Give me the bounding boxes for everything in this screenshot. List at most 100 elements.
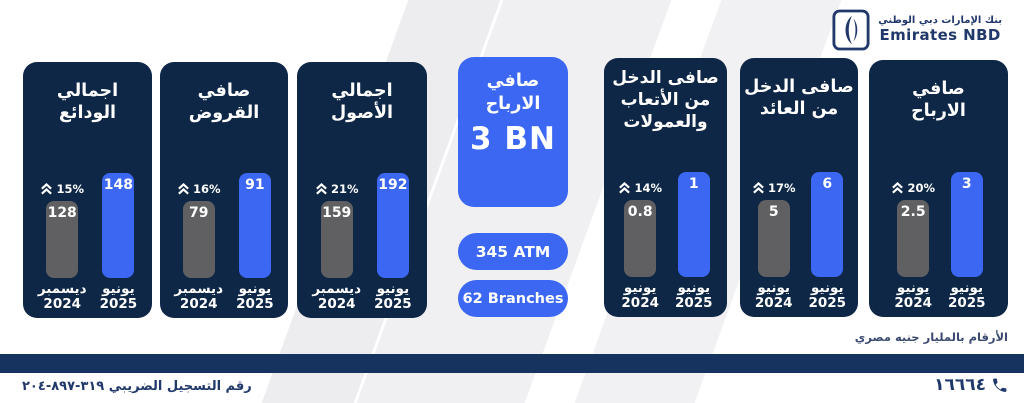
growth-indicator: 17% (752, 181, 796, 195)
double-chevron-up-icon (41, 183, 53, 195)
growth-percent: 17% (767, 181, 796, 195)
branches-count-label: 62 Branches (462, 290, 564, 307)
bar-previous-value: 0.8 (627, 204, 653, 220)
current-period-column: 148 يونيو 2025 (99, 173, 138, 313)
bar-current-value: 148 (103, 177, 133, 193)
bar-previous-value: 2.5 (900, 204, 926, 220)
bar-current: 6 (811, 172, 844, 277)
bar-chart: 20% 2.5 يونيو 2024 3 يونيو 2025 (869, 172, 1008, 311)
current-period-column: 192 يونيو 2025 (374, 173, 412, 312)
footer-divider-bar (0, 354, 1024, 373)
phone-icon (993, 378, 1007, 392)
bar-previous-label: يونيو 2024 (621, 280, 659, 312)
hotline-number: ١٦٦٦٤ (934, 375, 986, 395)
double-chevron-up-icon (619, 182, 631, 194)
previous-period-column: 14% 0.8 يونيو 2024 (618, 181, 662, 311)
bar-current-label: يونيو 2025 (947, 280, 986, 312)
bar-chart: 16% 79 ديسمبر 2024 91 يونيو 2025 (160, 173, 288, 312)
logo-arabic-name: بنك الإمارات دبي الوطني (878, 15, 1002, 27)
growth-indicator: 21% (315, 182, 359, 196)
branches-count-badge: 62 Branches (458, 280, 568, 317)
bar-chart: 21% 159 ديسمبر 2024 192 يونيو 2025 (297, 173, 427, 312)
emirates-nbd-sail-icon (832, 9, 870, 51)
bar-current-label: يونيو 2025 (808, 280, 847, 312)
growth-indicator: 20% (891, 181, 935, 195)
previous-period-column: 16% 79 ديسمبر 2024 (174, 182, 223, 312)
bar-previous-label: يونيو 2024 (894, 280, 932, 312)
bar-current-value: 3 (961, 176, 972, 192)
bar-current: 1 (677, 172, 710, 277)
card-title: صافى الدخل من الأتعاب والعمولات (612, 68, 719, 132)
card-title: صافي القروض (188, 81, 260, 124)
growth-percent: 16% (192, 182, 221, 196)
current-period-column: 1 يونيو 2025 (675, 172, 713, 311)
current-period-column: 3 يونيو 2025 (948, 172, 986, 311)
card-title: صافى الدخل من العائد (744, 77, 854, 120)
bar-current: 148 (102, 173, 135, 278)
metric-card-total-deposits: اجمالي الودائع 15% 128 ديسمبر 2024 148 (23, 62, 152, 318)
bar-current: 91 (238, 173, 271, 278)
double-chevron-up-icon (316, 183, 327, 195)
previous-period-column: 15% 128 ديسمبر 2024 (38, 182, 87, 312)
bar-current-label: يونيو 2025 (236, 281, 274, 313)
bar-previous-value: 79 (188, 205, 209, 221)
double-chevron-up-icon (753, 182, 764, 194)
bar-current-label: يونيو 2025 (674, 280, 713, 312)
logo-text: بنك الإمارات دبي الوطني Emirates NBD (878, 15, 1002, 44)
bar-current-value: 6 (822, 176, 833, 192)
tax-registration-number: رقم التسجيل الضريبي ٣١٩-٨٩٧-٢٠٤ (22, 379, 252, 394)
net-profit-value: 3 BN (470, 120, 556, 157)
bar-previous-label: ديسمبر 2024 (174, 281, 224, 313)
bar-current-value: 1 (688, 176, 699, 192)
growth-indicator: 14% (618, 181, 662, 195)
double-chevron-up-icon (178, 183, 189, 195)
card-title: اجمالي الأصول (330, 81, 394, 124)
bar-previous: 2.5 (897, 200, 930, 277)
metric-card-net-profit: صافي الارباح 20% 2.5 يونيو 2024 3 (869, 60, 1008, 317)
bar-chart: 14% 0.8 يونيو 2024 1 يونيو 2025 (604, 172, 727, 311)
bar-current: 192 (376, 173, 409, 278)
bar-previous: 79 (182, 201, 215, 278)
bar-previous-label: ديسمبر 2024 (312, 281, 362, 313)
bar-previous-value: 5 (768, 204, 779, 220)
bar-previous: 159 (320, 201, 353, 278)
atm-count-badge: 345 ATM (458, 233, 568, 270)
bar-previous: 0.8 (624, 200, 657, 277)
metric-card-net-interest-income: صافى الدخل من العائد 17% 5 يونيو 2024 6 (740, 58, 858, 317)
bar-chart: 15% 128 ديسمبر 2024 148 يونيو 2025 (23, 173, 152, 312)
bar-previous: 5 (757, 200, 790, 277)
previous-period-column: 20% 2.5 يونيو 2024 (891, 181, 935, 311)
bar-previous-label: ديسمبر 2024 (37, 281, 87, 313)
bar-current-label: يونيو 2025 (374, 281, 412, 313)
bar-chart: 17% 5 يونيو 2024 6 يونيو 2025 (740, 172, 858, 311)
metric-card-total-assets: اجمالي الأصول 21% 159 ديسمبر 2024 192 (297, 62, 427, 318)
bar-current-label: يونيو 2025 (99, 281, 138, 313)
previous-period-column: 21% 159 ديسمبر 2024 (312, 182, 361, 312)
bar-current: 3 (950, 172, 983, 277)
units-footnote: الأرقام بالمليار جنيه مصري (854, 330, 1008, 344)
metric-card-net-loans: صافي القروض 16% 79 ديسمبر 2024 91 (160, 62, 288, 318)
bar-previous-value: 128 (47, 205, 77, 221)
growth-percent: 21% (330, 182, 359, 196)
growth-percent: 14% (634, 181, 662, 195)
growth-indicator: 16% (177, 182, 221, 196)
growth-percent: 20% (907, 181, 935, 195)
bar-previous: 128 (46, 201, 79, 278)
bar-current-value: 192 (378, 177, 408, 193)
net-profit-summary-card: صافي الارباح 3 BN (458, 57, 568, 207)
growth-percent: 15% (56, 182, 84, 196)
double-chevron-up-icon (892, 182, 904, 194)
growth-indicator: 15% (40, 182, 84, 196)
card-title: صافي الارباح (911, 79, 966, 122)
hotline: ١٦٦٦٤ (934, 375, 1008, 395)
bar-previous-value: 159 (322, 205, 352, 221)
previous-period-column: 17% 5 يونيو 2024 (752, 181, 796, 311)
atm-count-label: 345 ATM (475, 242, 551, 261)
emirates-nbd-logo: بنك الإمارات دبي الوطني Emirates NBD (832, 9, 1002, 51)
current-period-column: 6 يونيو 2025 (808, 172, 846, 311)
bar-current-value: 91 (245, 177, 265, 193)
current-period-column: 91 يونيو 2025 (236, 173, 274, 312)
card-title: اجمالي الودائع (56, 81, 119, 124)
summary-title: صافي الارباح (485, 71, 541, 114)
